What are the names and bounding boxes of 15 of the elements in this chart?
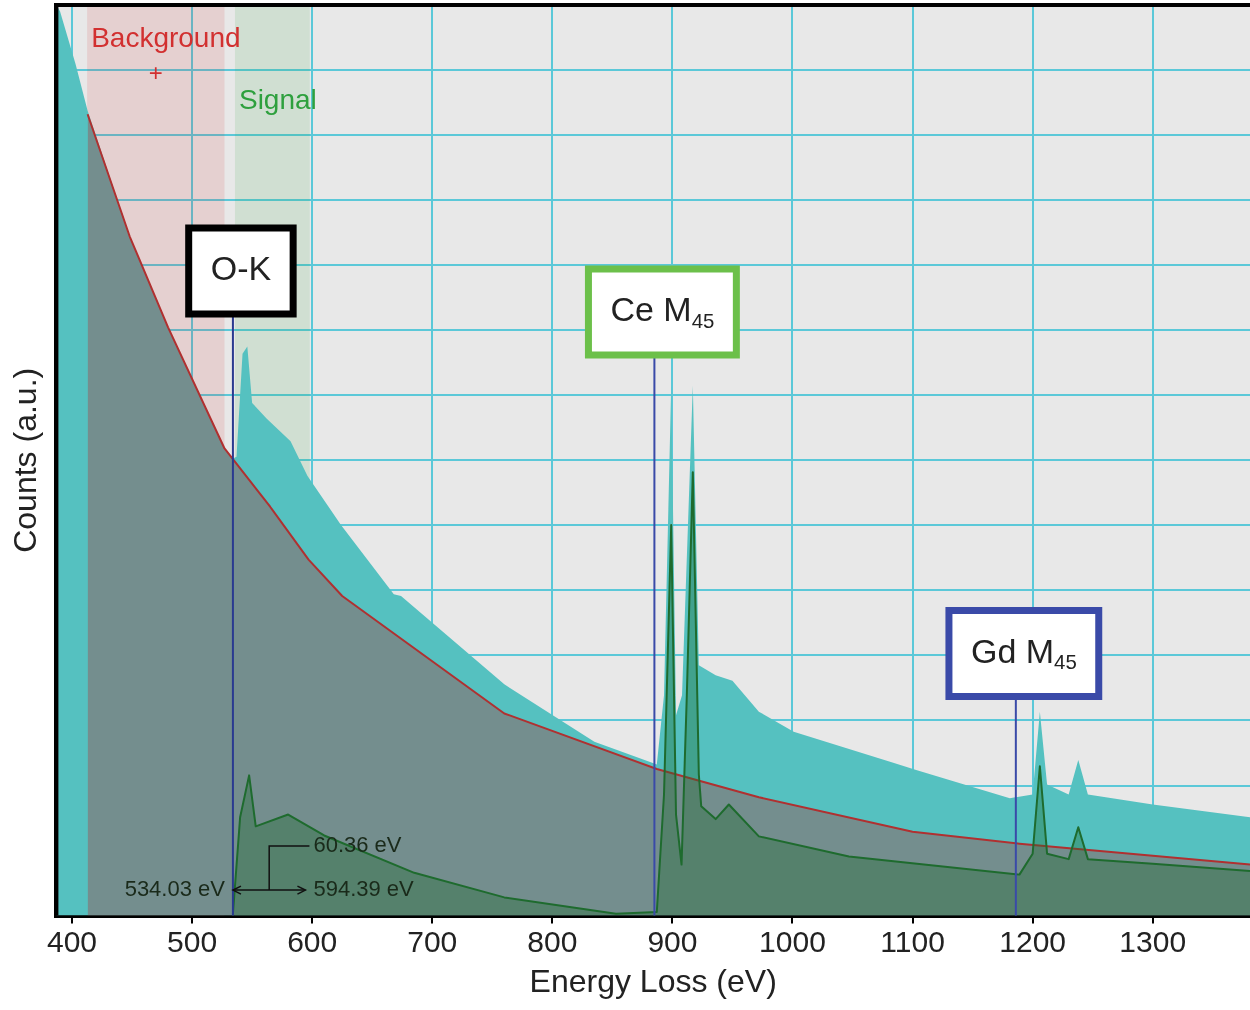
x-tick-label: 600	[287, 924, 338, 958]
y-axis-title: Counts (a.u.)	[7, 367, 44, 553]
x-tick-label: 1200	[999, 924, 1067, 958]
x-tick-label: 1300	[1119, 924, 1187, 958]
x-tick-label: 700	[407, 924, 458, 958]
x-tick-label: 400	[46, 924, 98, 958]
annotation: 594.39 eV	[313, 876, 415, 902]
x-tick-label: 900	[647, 924, 698, 958]
x-axis-title: Energy Loss (eV)	[529, 962, 777, 999]
x-tick-label: 1100	[880, 924, 945, 958]
x-tick-label: 500	[167, 924, 218, 958]
ref-line-label: O-K	[210, 249, 272, 288]
x-tick-label: 1000	[759, 924, 826, 958]
annotation: 534.03 eV	[124, 876, 226, 902]
x-tick-label: 800	[527, 924, 578, 958]
